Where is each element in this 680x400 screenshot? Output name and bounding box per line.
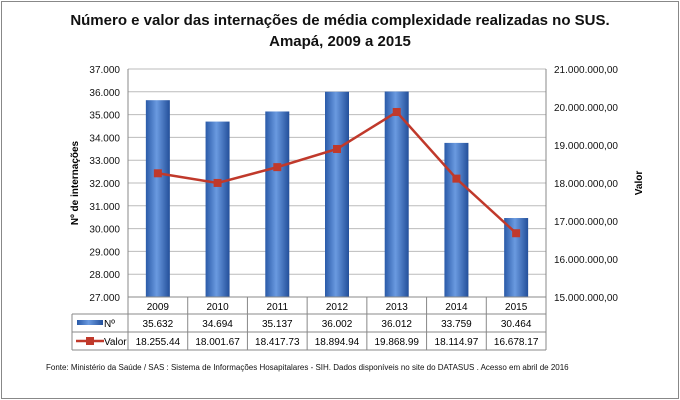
data-label: 36.012 [381,319,412,330]
y-tick-label: 32.000 [89,179,120,190]
y-tick-label: 28.000 [89,270,120,281]
chart-subtitle: Amapá, 2009 a 2015 [269,33,411,50]
data-label: 35.137 [262,319,293,330]
legend-label: Valor [104,337,127,348]
x-tick-label: 2013 [386,302,409,313]
y2-tick-label: 15.000.000,00 [554,293,618,304]
y-tick-label: 31.000 [89,202,120,213]
y2-tick-label: 20.000.000,00 [554,103,618,114]
y-tick-label: 35.000 [89,111,120,122]
y2-tick-label: 19.000.000,00 [554,141,618,152]
bar [145,100,170,297]
legend-label: Nº [104,319,115,330]
y2-tick-label: 18.000.000,00 [554,179,618,190]
data-label: 19.868.99 [374,337,419,348]
x-tick-label: 2009 [147,302,170,313]
y-tick-label: 30.000 [89,225,120,236]
y-tick-label: 27.000 [89,293,120,304]
y-tick-label: 29.000 [89,247,120,258]
legend-bar-swatch [77,320,103,325]
data-label: 30.464 [501,319,532,330]
y2-tick-label: 16.000.000,00 [554,255,618,266]
bar [504,218,529,297]
data-label: 18.417.73 [255,337,300,348]
data-label: 18.894.94 [315,337,360,348]
line-marker [213,178,222,187]
y-tick-label: 37.000 [89,65,120,76]
line-marker [273,163,282,172]
y-tick-label: 36.000 [89,88,120,99]
legend-line-marker [86,337,94,345]
data-label: 18.255.44 [136,337,181,348]
line-marker [512,229,521,238]
data-label: 36.002 [322,319,353,330]
data-label: 18.001.67 [195,337,240,348]
x-tick-label: 2011 [267,302,289,313]
bar [205,121,230,297]
data-label: 34.694 [202,319,233,330]
data-label: 18.114.97 [435,337,479,348]
x-tick-label: 2010 [206,302,229,313]
chart-title: Número e valor das internações de média … [70,12,610,29]
line-marker [392,107,401,116]
data-label: 35.632 [143,319,174,330]
bar [325,91,349,298]
bar [384,91,409,297]
bar [444,142,469,297]
data-label: 33.759 [441,319,472,330]
line-marker [333,144,341,153]
x-tick-label: 2012 [326,302,349,313]
y-tick-label: 33.000 [89,156,120,167]
source-note: Fonte: Ministério da Saúde / SAS : Siste… [46,363,569,372]
y2-tick-label: 17.000.000,00 [554,217,618,228]
bar [265,111,290,297]
x-tick-label: 2015 [505,302,528,313]
y2-tick-label: 21.000.000,00 [554,65,618,76]
y-tick-label: 34.000 [89,133,120,144]
y-axis-label: Nº de internações [70,140,81,225]
line-marker [452,174,461,183]
line-marker [153,169,162,178]
data-label: 16.678.17 [494,337,539,348]
y2-axis-label: Valor [634,171,645,196]
x-tick-label: 2014 [445,302,468,313]
